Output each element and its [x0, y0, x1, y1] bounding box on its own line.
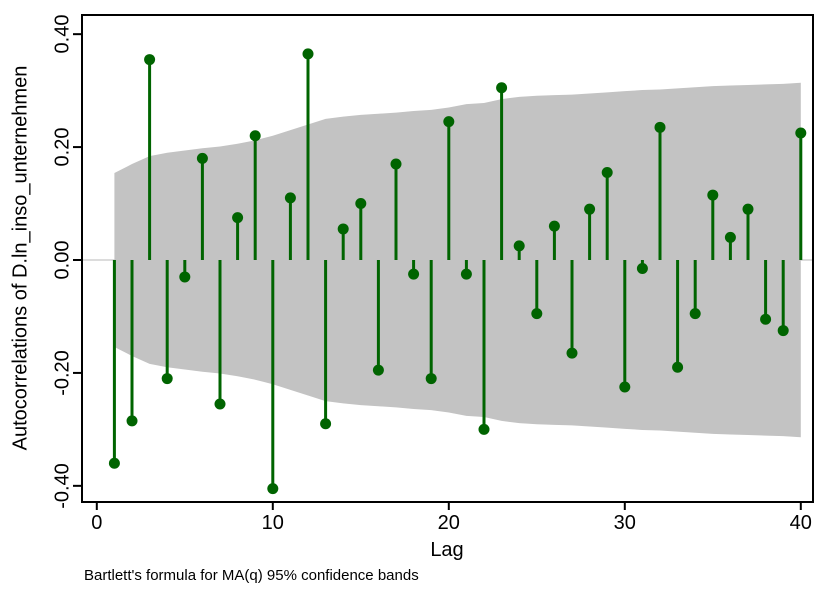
ac-dot: [196, 152, 208, 164]
ac-dot: [795, 127, 807, 139]
ac-dot: [724, 231, 736, 243]
ac-dot: [460, 268, 472, 280]
ac-dot: [320, 418, 332, 430]
ac-dot: [531, 308, 543, 320]
ac-dot: [126, 415, 138, 427]
ac-dot: [654, 121, 666, 133]
y-tick-label-3: -0.20: [51, 350, 74, 396]
ac-dot: [425, 373, 437, 385]
ac-dot: [144, 54, 156, 66]
ac-dot: [707, 189, 719, 201]
ac-dot: [179, 271, 191, 283]
x-tick-label-0: 0: [91, 512, 103, 534]
ac-dot: [214, 398, 226, 410]
ac-dot: [742, 203, 754, 215]
ac-dot: [408, 268, 420, 280]
ac-dot: [584, 203, 596, 215]
ac-dot: [390, 158, 402, 170]
ac-dot: [284, 192, 296, 204]
ac-dot: [513, 240, 525, 252]
ac-dot: [619, 381, 631, 393]
x-tick-label-1: 10: [261, 512, 284, 534]
footnote: Bartlett's formula for MA(q) 95% confide…: [84, 567, 419, 584]
plot-border: [81, 14, 814, 503]
y-axis-title: Autocorrelations of D.ln_inso_unternehme…: [9, 65, 32, 451]
ac-dot: [355, 198, 367, 210]
ac-dot: [566, 347, 578, 359]
y-tick-label-2: 0.00: [51, 240, 74, 280]
ac-dot: [267, 483, 279, 495]
ac-dot: [232, 212, 244, 224]
ac-dot: [601, 166, 613, 178]
ac-dot: [548, 220, 560, 232]
y-tick-label-1: 0.20: [51, 127, 74, 167]
x-axis-title: Lag: [430, 539, 464, 561]
ac-dot: [372, 364, 384, 376]
ac-dot: [443, 116, 455, 128]
y-tick-label-4: -0.40: [51, 463, 74, 509]
ac-dot: [777, 325, 789, 337]
ac-dot: [161, 373, 173, 385]
y-tick-label-0: 0.40: [51, 14, 74, 54]
ac-dot: [478, 423, 490, 435]
ac-dot: [249, 130, 261, 142]
x-tick-label-4: 40: [789, 512, 812, 534]
confidence-band: [114, 82, 801, 438]
ac-dot: [496, 82, 508, 94]
ac-dot: [760, 313, 772, 325]
ac-dot: [108, 457, 120, 469]
x-tick-label-3: 30: [613, 512, 636, 534]
ac-dot: [337, 223, 349, 235]
ac-dot: [689, 308, 701, 320]
x-tick-label-2: 20: [437, 512, 460, 534]
ac-dot: [672, 361, 684, 373]
ac-dot: [636, 262, 648, 274]
ac-dot: [302, 48, 314, 60]
